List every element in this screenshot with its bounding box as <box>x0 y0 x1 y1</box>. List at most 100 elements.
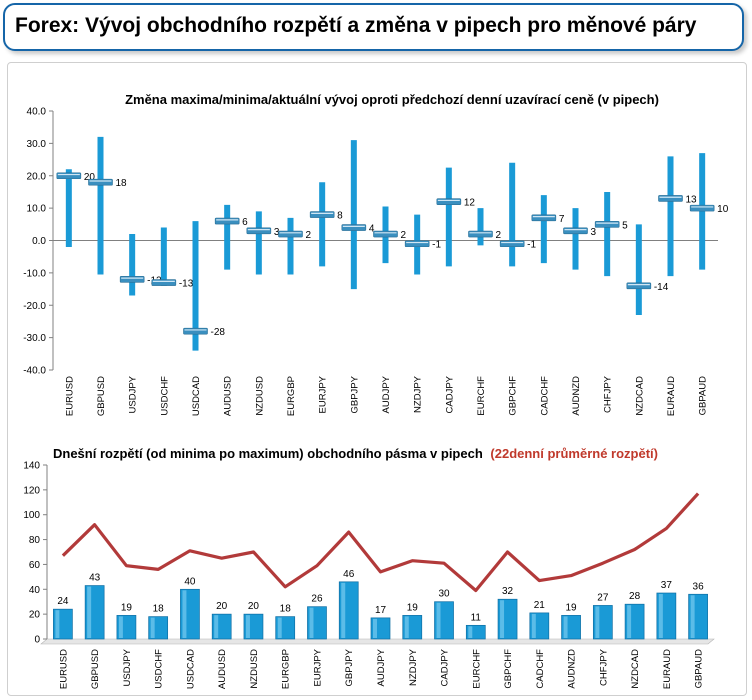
spread-value-label: 20 <box>248 601 260 612</box>
spread-value-label: 32 <box>502 586 514 597</box>
current-value-label: 2 <box>496 230 502 241</box>
chart-floor <box>40 638 715 645</box>
spread-bar-highlight <box>341 582 346 638</box>
category-label: GBPUSD <box>96 376 107 416</box>
spread-value-label: 43 <box>89 573 101 584</box>
y-tick-label: -10.0 <box>23 268 46 279</box>
category-label: USDCAD <box>185 649 196 689</box>
spread-value-label: 21 <box>534 600 546 611</box>
spread-bar-highlight <box>87 586 92 638</box>
current-value-label: 6 <box>242 217 248 228</box>
spread-value-label: 28 <box>629 591 641 602</box>
category-label: USDCAD <box>191 376 202 416</box>
category-label: GBPUSD <box>90 649 101 689</box>
spread-value-label: 18 <box>153 604 165 615</box>
y-tick-label: -20.0 <box>23 301 46 312</box>
current-value-label: 12 <box>464 198 476 209</box>
spread-value-label: 40 <box>184 576 196 587</box>
spread-bar-highlight <box>404 616 409 638</box>
page-title: Forex: Vývoj obchodního rozpětí a změna … <box>15 14 697 37</box>
spread-bar-highlight <box>150 617 155 638</box>
spread-value-label: 26 <box>311 594 323 605</box>
spread-bar-highlight <box>468 626 473 638</box>
range-chart-title: Změna maxima/minima/aktuální vývoj oprot… <box>125 92 659 107</box>
spread-bar-highlight <box>182 590 187 638</box>
current-value-label: -13 <box>179 279 194 290</box>
spread-value-label: 18 <box>280 604 292 615</box>
spread-chart-title-extra: (22denní průměrné rozpětí) <box>490 446 658 461</box>
category-label: EURGBP <box>281 649 292 689</box>
category-label: USDJPY <box>128 375 139 413</box>
spread-chart-title-main: Dnešní rozpětí (od minima po maximum) ob… <box>53 446 483 461</box>
y-tick-label: 40 <box>29 585 41 596</box>
spread-bar-highlight <box>500 600 505 638</box>
current-value-label: -28 <box>211 327 226 338</box>
current-value-label: 10 <box>717 204 729 215</box>
category-label: CHFJPY <box>603 375 614 413</box>
spread-bar-highlight <box>245 615 250 638</box>
category-label: CADJPY <box>440 648 451 686</box>
category-label: EURGBP <box>286 376 297 416</box>
category-label: USDCHF <box>159 376 170 416</box>
category-label: CADCHF <box>539 376 550 416</box>
average-range-line <box>61 492 700 593</box>
chart-panel <box>7 62 747 696</box>
spread-value-label: 19 <box>407 602 419 613</box>
current-value-label: 3 <box>591 227 597 238</box>
y-tick-label: 80 <box>29 535 41 546</box>
category-label: NZDCAD <box>630 649 641 689</box>
current-value-label: 13 <box>686 194 698 205</box>
category-label: AUDUSD <box>223 376 234 416</box>
spread-bar-highlight <box>531 613 536 638</box>
category-label: GBPCHF <box>508 376 519 416</box>
category-label: NZDCAD <box>634 376 645 416</box>
spread-bar-highlight <box>309 607 314 638</box>
spread-value-label: 37 <box>661 580 673 591</box>
current-value-label: 7 <box>559 214 565 225</box>
spread-bar-highlight <box>214 615 219 638</box>
category-label: AUDUSD <box>217 649 228 689</box>
category-label: GBPJPY <box>349 375 360 413</box>
y-tick-label: 100 <box>23 510 40 521</box>
y-tick-label: 40.0 <box>27 107 47 118</box>
category-label: EURJPY <box>312 648 323 686</box>
category-label: CHFJPY <box>598 648 609 686</box>
current-value-label: 18 <box>116 178 128 189</box>
category-label: GBPAUD <box>694 649 705 689</box>
category-label: NZDUSD <box>249 649 260 689</box>
spread-bar-highlight <box>277 617 282 638</box>
spread-bar-highlight <box>627 605 632 638</box>
spread-value-label: 24 <box>57 596 69 607</box>
spread-bar-highlight <box>118 616 123 638</box>
current-value-label: -1 <box>432 240 441 251</box>
y-tick-label: 0.0 <box>32 236 46 247</box>
spread-bar-highlight <box>373 618 377 638</box>
spread-bar-highlight <box>658 594 663 638</box>
category-label: EURAUD <box>666 376 677 416</box>
current-value-label: 2 <box>401 230 407 241</box>
spread-bar-highlight <box>436 602 441 638</box>
current-value-label: 2 <box>306 230 312 241</box>
category-label: GBPJPY <box>344 648 355 686</box>
y-tick-label: -30.0 <box>23 333 46 344</box>
spread-value-label: 11 <box>471 612 482 623</box>
category-label: EURUSD <box>64 376 75 416</box>
header-box: Forex: Vývoj obchodního rozpětí a změna … <box>3 3 744 51</box>
y-tick-label: 20.0 <box>27 171 47 182</box>
spread-value-label: 19 <box>566 602 578 613</box>
category-label: CADJPY <box>444 375 455 413</box>
current-value-label: 3 <box>274 227 280 238</box>
category-label: USDJPY <box>122 648 133 686</box>
category-label: EURCHF <box>476 376 487 416</box>
spread-value-label: 46 <box>343 569 355 580</box>
category-label: EURAUD <box>662 649 673 689</box>
category-label: CADCHF <box>535 649 546 689</box>
y-tick-label: 0 <box>34 635 40 646</box>
current-value-label: -14 <box>654 282 669 293</box>
category-label: EURUSD <box>58 649 69 689</box>
category-label: EURCHF <box>471 649 482 689</box>
spread-chart-title: Dnešní rozpětí (od minima po maximum) ob… <box>53 446 658 461</box>
spread-value-label: 27 <box>597 592 609 603</box>
y-tick-label: 30.0 <box>27 139 47 150</box>
